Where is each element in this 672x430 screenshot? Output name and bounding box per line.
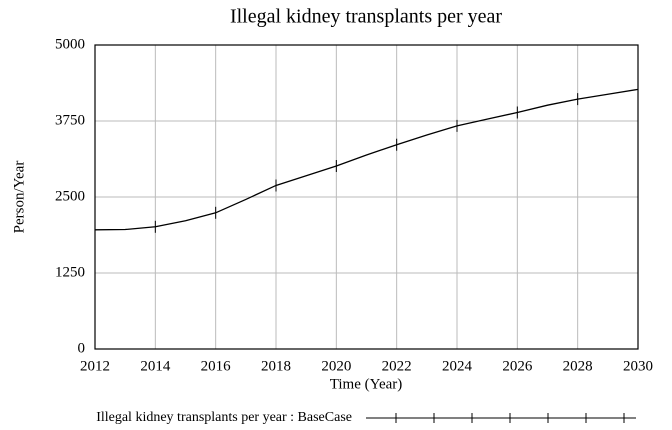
x-tick-label: 2020 bbox=[321, 358, 351, 374]
chart-title: Illegal kidney transplants per year bbox=[230, 6, 502, 28]
x-tick-label: 2030 bbox=[623, 358, 653, 374]
x-tick-label: 2016 bbox=[201, 358, 232, 374]
series-line bbox=[94, 88, 639, 231]
plot-frame bbox=[94, 44, 639, 350]
y-tick-label: 1250 bbox=[55, 264, 85, 280]
legend-label: Illegal kidney transplants per year : Ba… bbox=[96, 410, 352, 425]
x-axis-label: Time (Year) bbox=[330, 376, 403, 392]
x-tick-label: 2012 bbox=[80, 358, 110, 374]
x-tick-label: 2018 bbox=[261, 358, 291, 374]
y-tick-label: 5000 bbox=[55, 36, 85, 52]
x-tick-label: 2028 bbox=[563, 358, 593, 374]
y-axis-label: Person/Year bbox=[11, 161, 27, 234]
y-tick-label: 2500 bbox=[55, 188, 85, 204]
x-tick-label: 2026 bbox=[502, 358, 533, 374]
x-tick-label: 2014 bbox=[140, 358, 171, 374]
x-tick-label: 2024 bbox=[442, 358, 473, 374]
y-tick-label: 0 bbox=[78, 340, 86, 356]
y-tick-label: 3750 bbox=[55, 112, 85, 128]
x-tick-label: 2022 bbox=[382, 358, 412, 374]
